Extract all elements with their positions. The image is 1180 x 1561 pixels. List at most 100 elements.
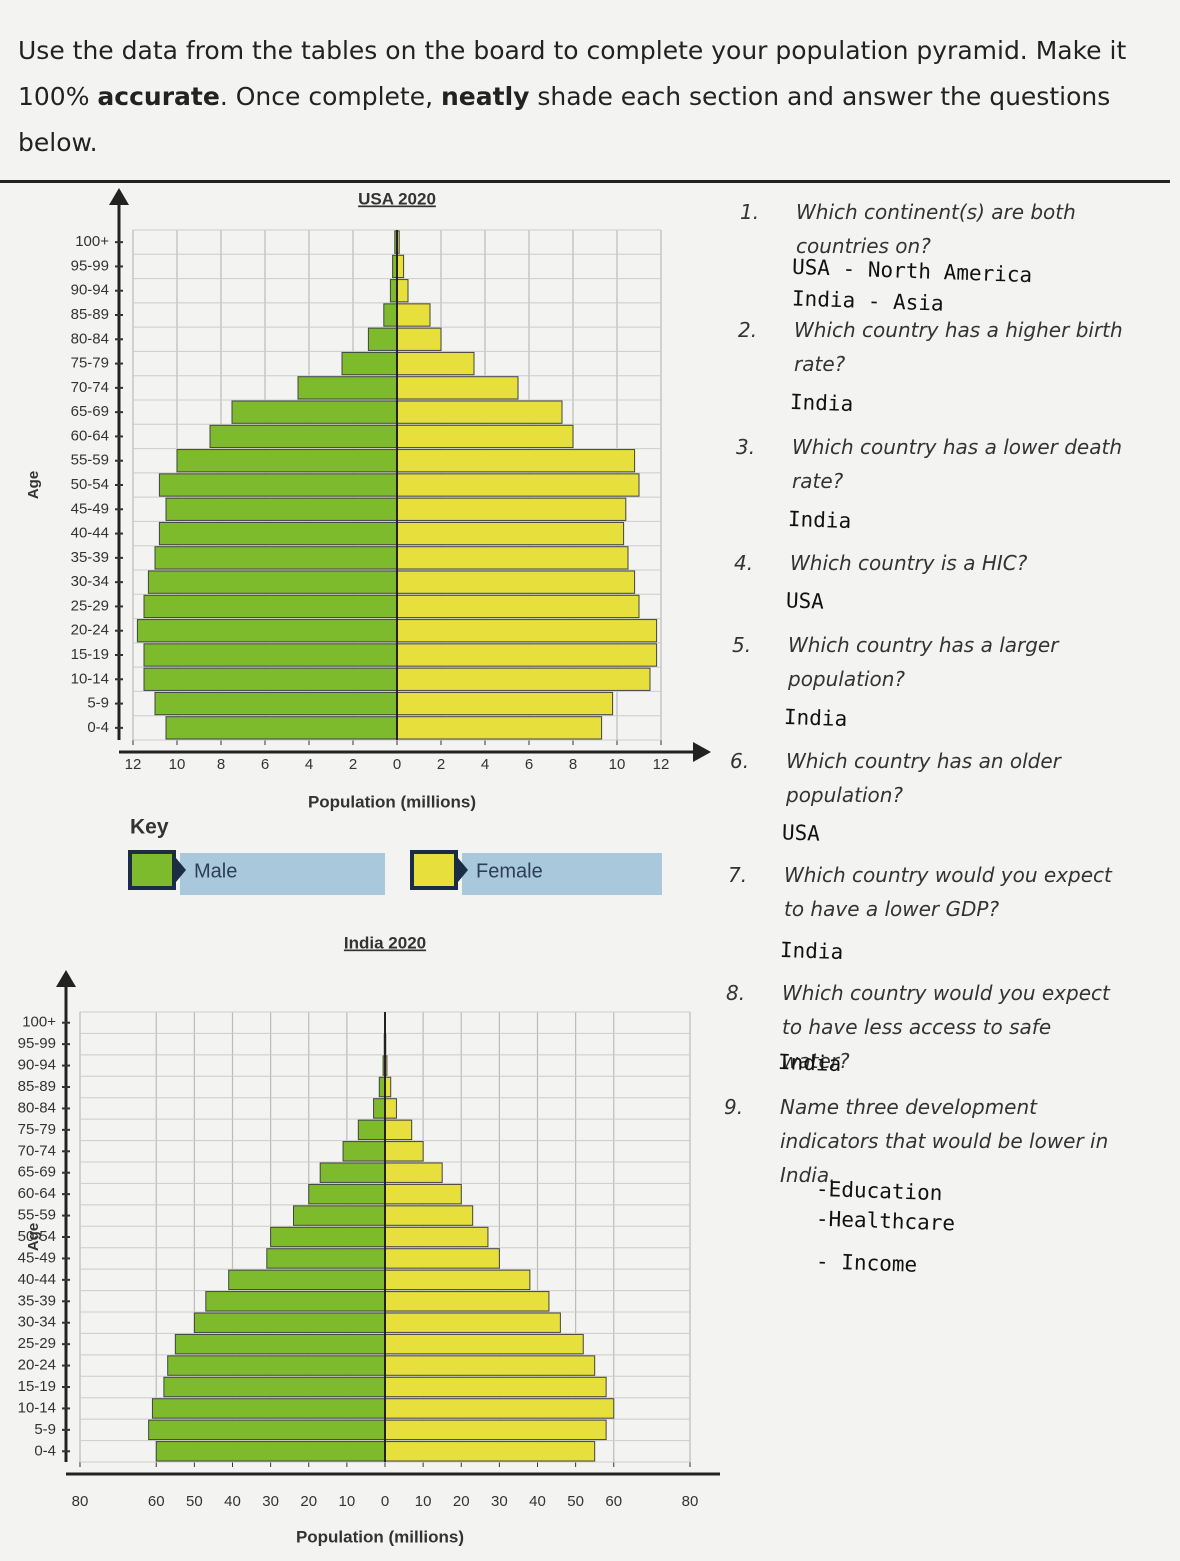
y-tick-label: 5-9 xyxy=(87,695,109,712)
x-tick-label: 80 xyxy=(72,1493,89,1510)
instruction-bold: accurate xyxy=(97,82,220,111)
y-tick-label: 90-94 xyxy=(18,1057,56,1074)
y-tick-label: 30-34 xyxy=(71,573,109,590)
female-bar xyxy=(396,376,519,400)
male-bar xyxy=(193,1312,386,1333)
x-axis-label: Population (millions) xyxy=(296,1527,464,1546)
x-tick-label: 6 xyxy=(261,756,269,773)
question: 6. Which country has an older population? xyxy=(730,744,1150,824)
question-text: Which country has an older population? xyxy=(786,749,1061,807)
legend-label: Male xyxy=(194,860,237,882)
x-tick-label: 60 xyxy=(148,1493,165,1510)
x-tick-label: 10 xyxy=(415,1493,432,1510)
x-tick-label: 20 xyxy=(453,1493,470,1510)
male-bar xyxy=(205,1291,386,1312)
y-tick-label: 100+ xyxy=(22,1014,56,1031)
x-axis-arrow xyxy=(693,742,711,762)
y-tick-label: 30-34 xyxy=(18,1314,56,1331)
y-tick-label: 75-79 xyxy=(18,1121,56,1138)
y-tick-label: 55-59 xyxy=(18,1207,56,1224)
question: 7. Which country would you expect to have… xyxy=(728,858,1148,938)
y-tick-label: 20-24 xyxy=(71,622,109,639)
male-bar xyxy=(174,1333,386,1355)
y-tick-label: 25-29 xyxy=(18,1335,56,1352)
y-tick-label: 85-89 xyxy=(71,306,109,323)
y-tick-label: 25-29 xyxy=(71,597,109,614)
female-bar xyxy=(384,1248,500,1269)
x-axis-label: Population (millions) xyxy=(308,792,476,811)
question-number: 8. xyxy=(726,981,746,1005)
y-tick-label: 15-19 xyxy=(71,646,109,663)
instruction-text: shade each section and answer the questi… xyxy=(18,82,1111,157)
question-text: Which country has a higher birth rate? xyxy=(794,318,1123,376)
male-bar xyxy=(308,1183,386,1205)
question-number: 5. xyxy=(732,633,752,657)
y-tick-label: 40-44 xyxy=(71,525,109,542)
question: 4. Which country is a HIC? xyxy=(734,546,1154,626)
y-tick-label: 80-84 xyxy=(71,330,109,347)
male-bar xyxy=(148,1419,386,1441)
female-bar xyxy=(396,546,629,570)
y-tick-label: 35-39 xyxy=(18,1292,56,1309)
question-text: Which country is a HIC? xyxy=(790,551,1028,575)
question-number: 4. xyxy=(734,551,754,575)
y-tick-label: 75-79 xyxy=(71,355,109,372)
x-tick-label: 40 xyxy=(224,1493,241,1510)
female-bar xyxy=(396,643,658,667)
handwritten-answer: -Healthcare xyxy=(815,1206,956,1236)
handwritten-answer: - Income xyxy=(815,1249,918,1277)
question-number: 6. xyxy=(730,749,750,773)
male-bar xyxy=(154,691,398,716)
male-bar xyxy=(341,351,398,376)
y-tick-label: 15-19 xyxy=(18,1378,56,1395)
female-bar xyxy=(396,667,651,691)
y-tick-label: 60-64 xyxy=(18,1185,56,1202)
female-bar xyxy=(396,497,627,521)
male-bar xyxy=(158,521,398,546)
question-number: 1. xyxy=(740,200,760,224)
male-bar xyxy=(143,594,398,619)
y-tick-label: 20-24 xyxy=(18,1357,56,1374)
y-tick-label: 10-14 xyxy=(18,1399,56,1416)
male-bar xyxy=(151,1398,386,1419)
y-axis-label: Age xyxy=(25,471,42,499)
male-bar xyxy=(297,376,398,400)
question-number: 3. xyxy=(736,435,756,459)
x-tick-label: 0 xyxy=(393,756,401,773)
female-bar xyxy=(396,521,625,546)
y-tick-label: 0-4 xyxy=(34,1442,56,1459)
male-bar xyxy=(167,1355,386,1376)
y-axis-arrow xyxy=(56,970,76,987)
female-bar xyxy=(384,1269,531,1291)
handwritten-answer: India xyxy=(779,937,844,965)
male-bar xyxy=(357,1119,386,1141)
x-tick-label: 50 xyxy=(567,1493,584,1510)
male-bar xyxy=(143,643,398,667)
question: 1. Which continent(s) are both countries … xyxy=(740,195,1160,275)
x-tick-label: 8 xyxy=(217,756,225,773)
key-title: Key xyxy=(130,816,169,839)
female-bar xyxy=(384,1419,607,1441)
male-bar xyxy=(383,303,398,327)
chart-title: USA 2020 xyxy=(358,189,436,208)
x-tick-label: 12 xyxy=(125,756,142,773)
question-text: Which country has a lower death rate? xyxy=(792,435,1123,493)
female-bar xyxy=(396,303,431,327)
female-bar xyxy=(384,1226,489,1248)
male-bar xyxy=(143,667,398,691)
x-tick-label: 60 xyxy=(605,1493,622,1510)
female-bar xyxy=(384,1333,584,1355)
x-tick-label: 2 xyxy=(437,756,445,773)
x-tick-label: 50 xyxy=(186,1493,203,1510)
question-text: Which continent(s) are both countries on… xyxy=(796,200,1076,258)
male-bar xyxy=(373,1098,386,1119)
male-bar xyxy=(158,473,398,497)
female-bar xyxy=(384,1291,550,1312)
y-tick-label: 60-64 xyxy=(71,427,109,444)
male-bar xyxy=(319,1162,386,1183)
male-bar xyxy=(342,1141,386,1162)
instruction-text: Use the data from the tables on the boar… xyxy=(18,36,1127,111)
male-bar xyxy=(293,1205,386,1226)
y-tick-label: 65-69 xyxy=(71,403,109,420)
handwritten-answer: India - Asia xyxy=(791,286,945,316)
